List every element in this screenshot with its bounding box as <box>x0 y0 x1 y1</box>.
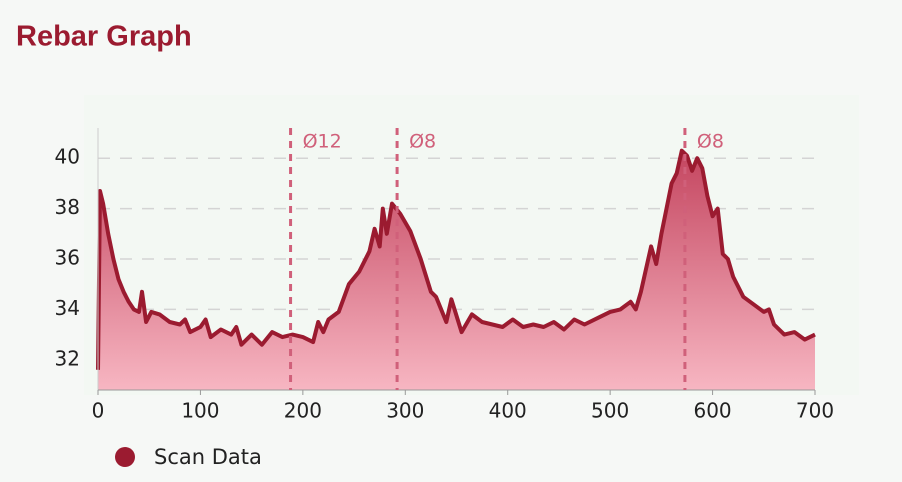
area <box>98 150 815 390</box>
legend-marker <box>115 447 135 467</box>
x-tick-label: 300 <box>386 399 424 423</box>
x-tick-label: 700 <box>796 399 834 423</box>
x-tick-label: 0 <box>92 399 105 423</box>
x-tick-label: 600 <box>693 399 731 423</box>
x-tick-label: 400 <box>489 399 527 423</box>
y-tick-label: 38 <box>55 195 80 219</box>
x-tick-label: 500 <box>591 399 629 423</box>
y-tick-label: 34 <box>55 296 80 320</box>
annotation-label: Ø8 <box>697 131 724 153</box>
y-tick-label: 32 <box>55 346 80 370</box>
x-tick-label: 200 <box>284 399 322 423</box>
chart-title: Rebar Graph <box>16 21 192 53</box>
annotation-label: Ø8 <box>409 131 436 153</box>
y-tick-label: 36 <box>55 246 80 270</box>
line <box>96 148 816 370</box>
y-tick-label: 40 <box>55 145 80 169</box>
annotation-label: Ø12 <box>303 131 342 153</box>
legend-label: Scan Data <box>154 445 262 469</box>
x-tick-label: 100 <box>181 399 219 423</box>
